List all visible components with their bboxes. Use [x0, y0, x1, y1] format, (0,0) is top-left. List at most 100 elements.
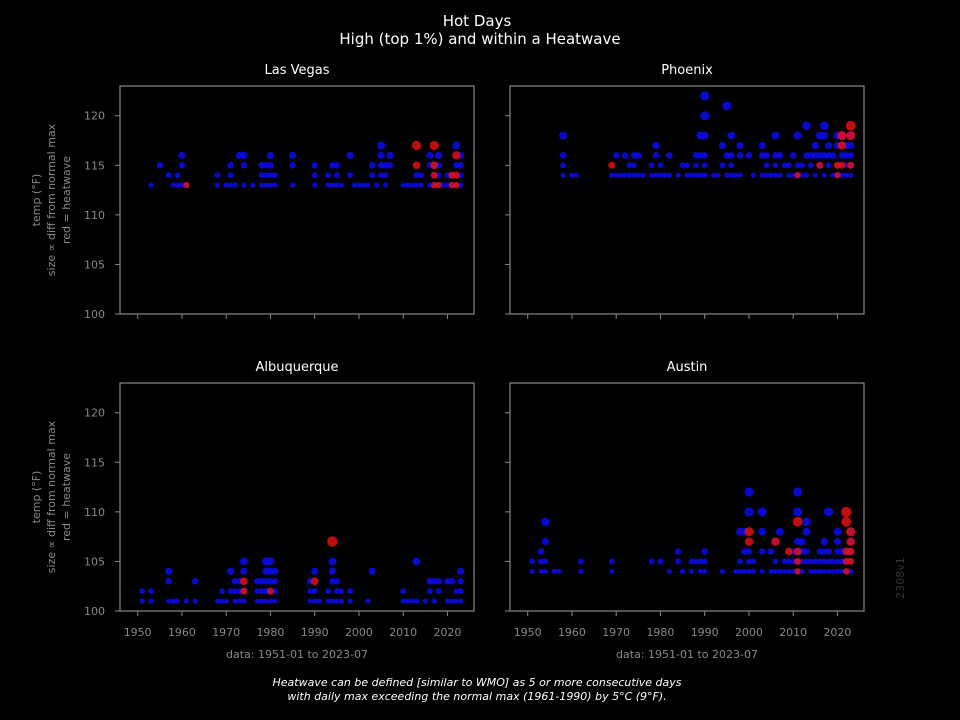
heatwave-data-point [845, 120, 856, 131]
y-label-line-2: size ∝ diff from normal max [45, 420, 58, 573]
data-point [422, 598, 428, 604]
x-tick-label: 1950 [124, 626, 152, 639]
data-point [675, 558, 682, 565]
y-tick-label: 115 [84, 456, 105, 469]
data-point [609, 172, 615, 178]
panel-title-albuquerque: Albuquerque [255, 360, 338, 375]
data-point [750, 558, 757, 565]
heatwave-data-point [843, 568, 850, 575]
data-point [312, 598, 318, 604]
heatwave-data-point [240, 577, 248, 586]
data-point [578, 568, 584, 574]
data-point [434, 151, 443, 160]
data-point [529, 558, 536, 565]
data-point [819, 121, 829, 131]
data-point [821, 558, 828, 565]
data-point [288, 151, 297, 160]
data-point [688, 568, 695, 574]
data-point [688, 172, 695, 178]
data-point [351, 182, 358, 188]
x-tick-label: 1950 [514, 626, 542, 639]
data-point [347, 172, 354, 179]
data-point [179, 182, 185, 188]
data-point [847, 141, 855, 150]
data-point [719, 162, 726, 169]
data-point [777, 172, 783, 178]
data-point [148, 588, 154, 595]
heatwave-data-point [846, 527, 856, 537]
data-point [178, 162, 186, 169]
data-point [382, 182, 389, 188]
version-stamp: 2308v1 [894, 557, 907, 599]
data-point [684, 172, 690, 178]
data-point [833, 537, 842, 546]
data-point [223, 598, 229, 604]
data-point [652, 152, 660, 159]
data-point [674, 548, 682, 555]
y-tick-label: 110 [84, 209, 105, 222]
data-point [631, 172, 637, 178]
y-tick-label: 100 [84, 605, 105, 618]
data-point [793, 131, 802, 140]
data-point [772, 568, 779, 574]
data-point [435, 578, 442, 585]
data-point [259, 598, 265, 604]
heatwave-data-point [794, 557, 802, 565]
data-point [737, 172, 743, 178]
plot-area-las-vegas [119, 85, 475, 315]
data-point [736, 141, 744, 150]
y-label-line-2: size ∝ diff from normal max [45, 123, 58, 276]
data-point [435, 588, 442, 595]
data-point [821, 568, 827, 574]
data-point [700, 131, 709, 140]
data-point [829, 152, 837, 159]
data-point [816, 558, 823, 565]
x-tick-label: 2010 [389, 626, 417, 639]
data-point [405, 182, 411, 188]
data-point [802, 121, 811, 131]
data-point [183, 598, 189, 604]
data-point [621, 152, 629, 159]
data-point [369, 172, 376, 179]
data-point [781, 162, 788, 169]
data-point [692, 162, 699, 169]
data-point [311, 162, 319, 169]
y-axis-label-bottom: temp (°F) size ∝ diff from normal max re… [30, 420, 73, 573]
data-point [365, 182, 371, 188]
data-point [847, 152, 854, 159]
data-point [830, 568, 836, 574]
data-point [812, 558, 819, 565]
data-point [772, 162, 779, 169]
data-point [236, 598, 243, 604]
data-point [693, 172, 699, 178]
data-point [692, 558, 699, 565]
data-point [820, 537, 828, 546]
data-point [427, 182, 433, 188]
data-point [266, 151, 275, 160]
data-point [386, 162, 394, 169]
data-point [733, 568, 739, 574]
heatwave-data-point [834, 172, 841, 179]
data-point [746, 568, 752, 574]
data-point [786, 172, 792, 178]
data-point [679, 162, 686, 169]
data-point [542, 558, 549, 565]
data-point [267, 598, 273, 604]
data-point [772, 558, 779, 565]
data-point [559, 131, 568, 140]
data-point [400, 598, 406, 604]
heatwave-data-point [793, 547, 802, 556]
data-point [311, 172, 318, 179]
data-point [368, 567, 376, 575]
y-tick-label: 110 [84, 506, 105, 519]
data-point [178, 151, 186, 160]
data-point [377, 151, 385, 160]
data-point [728, 172, 734, 178]
data-point [560, 172, 566, 178]
data-point [657, 558, 664, 565]
data-point [812, 172, 818, 178]
data-point [170, 598, 176, 604]
data-point [662, 172, 668, 178]
x-tick-label: 1990 [301, 626, 329, 639]
x-tick-label: 1970 [602, 626, 630, 639]
